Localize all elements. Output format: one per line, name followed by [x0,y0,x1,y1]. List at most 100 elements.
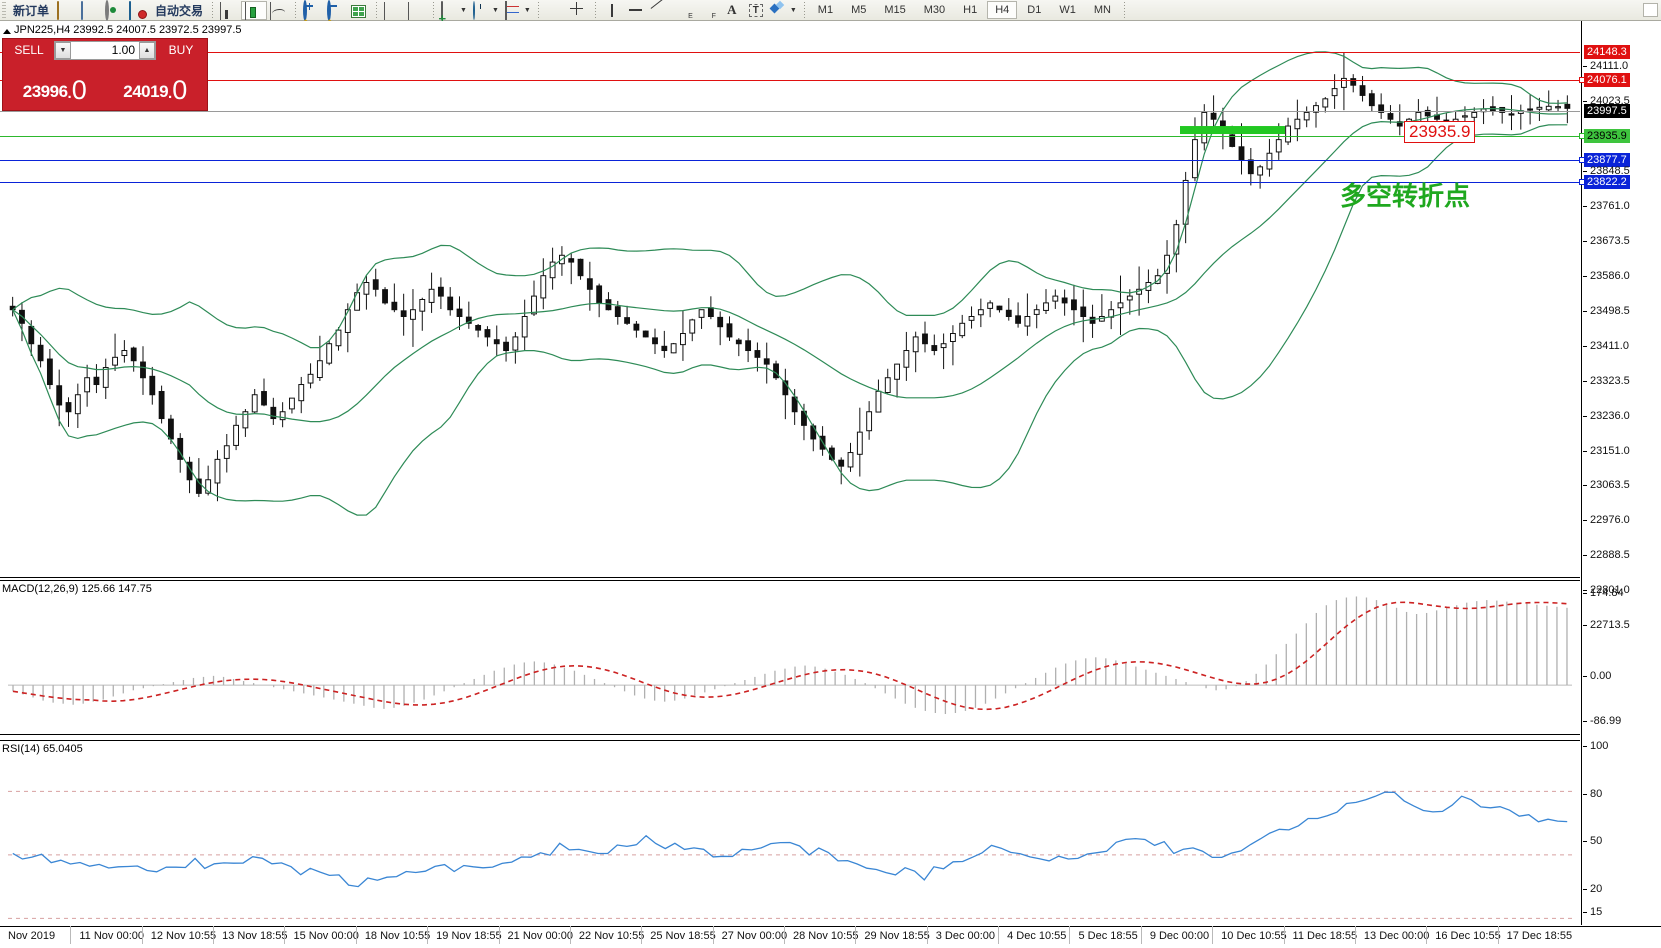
new-chart-icon[interactable]: ▼ [438,0,470,21]
time-tick-label: Nov 2019 [8,930,56,942]
rsi-chart-canvas[interactable] [0,741,1580,941]
timeframe-group[interactable]: M1 M5 M15 M30 H1 H4 D1 W1 MN [809,1,1120,19]
buy-price-integer: 24019 [123,82,169,101]
macd-pane[interactable]: MACD(12,26,9) 125.66 147.75 [0,580,1580,735]
time-axis[interactable]: Nov 2019 11 Nov 00:00 12 Nov 10:55 13 Nov 1… [0,926,1661,948]
cursor-icon[interactable] [543,0,567,21]
new-order-button[interactable]: 新订单 [8,0,54,21]
price-level-line [0,182,1580,183]
price-axis[interactable]: 24148.3 24111.0 24076.1 24023.5 23997.5 23935… [1579,21,1661,925]
timeframe-button-m1[interactable]: M1 [817,4,834,16]
vertical-line-icon[interactable] [600,0,624,21]
book-icon[interactable] [78,0,102,21]
price-tick-label: 23236.0 [1583,410,1630,422]
price-pane[interactable]: JPN225,H4 23992.5 24007.5 23972.5 23997.… [0,21,1580,578]
price-level-label-green[interactable]: 23935.9 [1579,129,1630,143]
support-zone-highlight [1180,126,1285,135]
macd-tick-label: -86.99 [1582,715,1622,727]
rsi-label: RSI(14) 65.0405 [2,743,83,755]
toolbar-overflow-button[interactable] [1643,3,1658,17]
timeframe-button-d1[interactable]: D1 [1027,4,1042,16]
trade-panel-header[interactable]: SELL ▼ 1.00 ▲ BUY [3,39,207,62]
time-tick-label: 9 Dec 00:00 [1140,926,1210,944]
price-callout-annotation: 23935.9 [1404,121,1476,143]
volume-increment-button[interactable]: ▲ [139,42,155,59]
macd-chart-canvas[interactable] [0,581,1580,736]
trade-prices[interactable]: 23996 . 0 24019 . 0 [3,62,207,108]
toolbar-separator [295,1,297,19]
price-level-line [0,111,1580,112]
main-toolbar[interactable]: 新订单 自动交易 ▼ ▼ ▼ E F A T ▼ M1 M5 M15 M30 H1 H4 D… [0,0,1661,21]
buy-button[interactable]: BUY [158,41,204,60]
price-level-handle[interactable] [1579,133,1585,139]
price-tick-label: 23848.5 [1583,165,1630,177]
timeframe-button-h1[interactable]: H1 [963,4,978,16]
candlestick-chart-icon[interactable] [241,0,268,20]
toolbar-separator [433,1,435,19]
sell-price-box[interactable]: 23996 . 0 [6,62,104,105]
trendline-icon[interactable] [648,0,672,21]
timeframe-button-m30[interactable]: M30 [923,4,946,16]
toolbar-grip[interactable] [2,2,6,18]
price-level-handle[interactable] [1579,179,1585,185]
time-tick-label: 29 Nov 18:55 [855,926,930,944]
time-tick-label: 10 Dec 10:55 [1212,926,1287,944]
timeframe-button-h4[interactable]: H4 [987,1,1018,19]
toolbar-separator [212,1,214,19]
zoom-in-icon[interactable] [300,0,324,21]
timeframe-button-mn[interactable]: MN [1093,4,1111,16]
macd-label: MACD(12,26,9) 125.66 147.75 [2,583,152,595]
indicators-icon[interactable]: ▼ [502,0,534,21]
price-level-label-blue[interactable]: 23822.2 [1579,175,1630,189]
folder-icon[interactable] [54,0,78,21]
price-level-handle[interactable] [1579,77,1585,83]
price-level-label-blue[interactable]: 23877.7 [1579,153,1630,167]
crosshair-icon[interactable] [567,0,591,21]
fibonacci-fan-icon[interactable]: F [711,12,716,20]
zoom-out-icon[interactable] [324,0,348,21]
time-tick-label: 28 Nov 10:55 [783,926,859,944]
chevron-down-icon[interactable]: ▼ [491,6,499,14]
volume-value[interactable]: 1.00 [71,42,139,59]
volume-decrement-button[interactable]: ▼ [55,42,71,59]
shift-icon[interactable] [381,0,405,21]
expert-hat-icon[interactable] [126,0,150,21]
toolbar-separator [803,1,805,19]
grid-icon[interactable] [348,0,372,21]
horizontal-line-icon[interactable] [624,0,648,21]
price-level-label-black[interactable]: 23997.5 [1584,104,1630,118]
timeframe-button-w1[interactable]: W1 [1059,4,1076,16]
price-chart-canvas[interactable] [0,21,1580,578]
text-icon[interactable]: A [727,2,737,17]
chevron-down-icon[interactable]: ▼ [460,6,467,14]
chevron-down-icon[interactable]: ▼ [789,6,797,14]
one-click-trading-panel[interactable]: SELL ▼ 1.00 ▲ BUY 23996 . 0 24019 . 0 [2,38,208,111]
signal-icon[interactable] [102,0,126,21]
line-chart-icon[interactable] [267,0,291,21]
shapes-icon[interactable]: ▼ [768,0,800,21]
timeframe-button-m15[interactable]: M15 [884,4,906,16]
fibonacci-icon[interactable]: E [688,12,693,20]
auto-trading-button[interactable]: 自动交易 [150,0,208,21]
price-level-label-red[interactable]: 24148.3 [1584,45,1630,59]
bar-chart-icon[interactable] [217,0,241,21]
price-tick-label: 23761.0 [1583,200,1630,212]
sell-price-separator: . [67,85,72,102]
buy-price-box[interactable]: 24019 . 0 [106,62,204,105]
rsi-pane[interactable]: RSI(14) 65.0405 [0,740,1580,940]
price-tick-label: 24111.0 [1582,60,1629,72]
chevron-down-icon[interactable]: ▼ [523,6,531,14]
text-label-icon[interactable]: T [744,0,768,21]
rsi-line [12,791,1568,888]
period-clock-icon[interactable]: ▼ [470,0,502,21]
autoscroll-icon[interactable] [405,0,429,21]
price-level-label-red[interactable]: 24076.1 [1579,73,1630,87]
timeframe-button-m5[interactable]: M5 [851,4,867,16]
toolbar-separator [376,1,378,19]
sell-price-decimal: 0 [71,75,87,105]
volume-stepper[interactable]: ▼ 1.00 ▲ [54,41,156,60]
chart-area[interactable]: JPN225,H4 23992.5 24007.5 23972.5 23997.… [0,21,1661,948]
time-tick-label: 25 Nov 18:55 [641,926,716,944]
sell-button[interactable]: SELL [6,41,52,60]
price-level-handle[interactable] [1579,157,1585,163]
